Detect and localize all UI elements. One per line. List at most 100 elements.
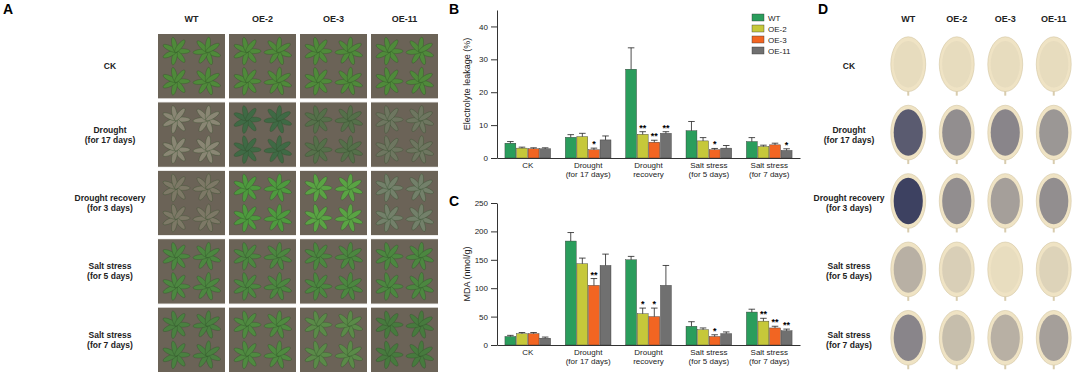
error-bar bbox=[542, 147, 549, 149]
rosette-leaf bbox=[244, 312, 258, 327]
photo-cell bbox=[300, 170, 368, 235]
x-tick: CK bbox=[522, 161, 534, 170]
text-line: (for 7 days) bbox=[87, 340, 133, 350]
y-tick-mark bbox=[491, 125, 497, 126]
x-tick-label: Drought(for 17 days) bbox=[566, 348, 611, 366]
y-tick: 30 bbox=[479, 55, 497, 64]
significance-mark: ** bbox=[662, 123, 670, 133]
leaf bbox=[939, 310, 974, 365]
significance-mark: * bbox=[592, 139, 596, 149]
pot bbox=[158, 102, 226, 167]
photo-cell bbox=[371, 307, 439, 372]
rosette-leaf bbox=[418, 209, 434, 221]
leaf bbox=[891, 37, 926, 92]
leaf-stain bbox=[1039, 109, 1068, 156]
rosette-leaf bbox=[173, 137, 187, 152]
column-label: OE-11 bbox=[1041, 14, 1067, 24]
y-tick-label: 50 bbox=[479, 313, 488, 322]
error-bar-cap bbox=[507, 335, 514, 336]
bar bbox=[698, 141, 709, 158]
error-bar bbox=[567, 135, 574, 138]
bar-chart: *********010203040CKDrought(for 17 days)… bbox=[449, 1, 801, 179]
error-bar-stem bbox=[582, 133, 583, 136]
text-line: (for 17 days) bbox=[566, 170, 611, 179]
y-tick: 50 bbox=[479, 313, 497, 322]
bar bbox=[517, 148, 528, 158]
error-bar bbox=[700, 328, 707, 330]
rosette-leaf bbox=[315, 244, 329, 259]
bar: OE-11 bbox=[721, 334, 732, 345]
y-tick: 20 bbox=[479, 88, 497, 97]
photo-cell bbox=[229, 170, 297, 235]
rosette-leaf bbox=[244, 205, 258, 220]
photo-cell bbox=[891, 37, 926, 96]
bar: WT bbox=[505, 336, 516, 345]
y-tick-label: 0 bbox=[484, 154, 489, 163]
photo-cell bbox=[371, 239, 439, 304]
rosette-leaf bbox=[205, 247, 221, 259]
significance-mark: * bbox=[713, 139, 717, 149]
text-line: (for 7 days) bbox=[826, 340, 872, 350]
rosette-leaf bbox=[347, 110, 363, 122]
rosette-leaf bbox=[418, 110, 434, 122]
text-line: recovery bbox=[633, 357, 664, 366]
significance-mark: * bbox=[653, 299, 657, 309]
row-label: Drought recovery(for 3 days) bbox=[814, 193, 885, 213]
bar bbox=[588, 150, 599, 158]
legend-entry: OE-11 bbox=[752, 47, 791, 56]
rosette-leaf bbox=[386, 274, 400, 289]
rosette-leaf bbox=[244, 244, 258, 259]
rosette-leaf bbox=[173, 342, 187, 357]
pot bbox=[371, 307, 439, 372]
photo-cell bbox=[371, 102, 439, 167]
error-bar-cap bbox=[749, 137, 756, 138]
leaf-stain bbox=[1039, 41, 1068, 88]
column-label: OE-2 bbox=[946, 14, 967, 24]
bar: WT bbox=[746, 312, 757, 345]
error-bar-stem bbox=[570, 233, 571, 242]
photo-cell bbox=[229, 102, 297, 167]
rosette-leaf bbox=[276, 140, 292, 152]
leaf-stain bbox=[894, 178, 923, 225]
rosette-leaf bbox=[205, 140, 221, 152]
leaf-stain bbox=[942, 246, 971, 293]
error-bar bbox=[628, 48, 635, 69]
rosette-leaf bbox=[418, 247, 434, 259]
error-bar bbox=[772, 143, 779, 145]
error-bar-cap bbox=[723, 331, 730, 332]
legend-label: OE-11 bbox=[768, 47, 791, 56]
text-line: (for 3 days) bbox=[87, 203, 133, 213]
photo-cell bbox=[891, 174, 926, 233]
rosette-leaf bbox=[347, 315, 363, 327]
rosette-leaf bbox=[173, 69, 187, 84]
error-bar bbox=[663, 265, 670, 285]
error-bar bbox=[579, 258, 586, 264]
bar: WT bbox=[565, 241, 576, 345]
rosette-leaf bbox=[205, 315, 221, 327]
pot bbox=[229, 34, 297, 99]
rosette-leaf bbox=[173, 244, 187, 259]
bar: OE-3 bbox=[649, 317, 660, 345]
photo-cell bbox=[1036, 242, 1071, 301]
text-line: Drought recovery bbox=[75, 193, 146, 203]
x-tick: Salt stress(for 7 days) bbox=[749, 161, 790, 179]
rosette-leaf bbox=[315, 312, 329, 327]
leaf bbox=[988, 174, 1023, 229]
y-tick-label: 250 bbox=[475, 199, 489, 208]
rosette-leaf bbox=[386, 39, 400, 54]
significance-mark: * bbox=[785, 140, 789, 150]
leaf bbox=[891, 310, 926, 365]
x-tick: Salt stress(for 5 days) bbox=[689, 348, 730, 366]
rosette-leaf bbox=[276, 110, 292, 122]
rosette-leaf bbox=[205, 110, 221, 122]
photo-cell bbox=[300, 239, 368, 304]
bar bbox=[721, 148, 732, 158]
pot bbox=[371, 102, 439, 167]
bar: OE-2 bbox=[577, 264, 588, 345]
bar: OE-2 bbox=[758, 321, 769, 345]
x-tick-label: Salt stress(for 5 days) bbox=[689, 161, 730, 179]
text-line: CK bbox=[522, 348, 534, 357]
y-tick: 0 bbox=[484, 341, 497, 350]
pot bbox=[158, 34, 226, 99]
error-bar-cap bbox=[628, 256, 635, 257]
